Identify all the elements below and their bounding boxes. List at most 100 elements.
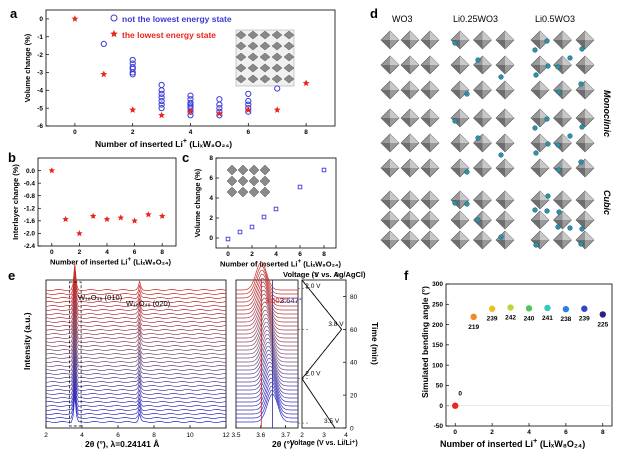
data-point-not-lowest [158, 105, 165, 112]
inset-octahedron [248, 175, 260, 187]
li-ion [532, 125, 538, 131]
li-ion [545, 63, 551, 69]
x-tick-label: 4 [527, 429, 531, 436]
inset-octahedron [235, 74, 247, 84]
octahedron-face [482, 231, 492, 240]
x-tick-label: 6 [298, 251, 302, 258]
xrd-zoom-pattern [236, 369, 298, 399]
data-label: 240 [524, 315, 535, 322]
octahedron-face [401, 65, 410, 74]
voltage-label: 2.0 V [305, 283, 321, 290]
li-ion [555, 142, 561, 148]
zoom-box [69, 281, 82, 427]
octahedron-face [401, 240, 410, 249]
li-ion [544, 116, 550, 122]
inset-octahedron [237, 164, 249, 176]
octahedron-face [390, 134, 399, 143]
x-tick-label: 3.5 [231, 432, 240, 439]
y-tick-label: -1.2 [24, 205, 36, 212]
xrd-pattern [45, 372, 227, 399]
x-tick-label: 0 [73, 129, 77, 136]
y-tick-label: 20 [350, 393, 358, 400]
panel-e-pos1: 3.602° [265, 296, 287, 305]
data-point-lowest [71, 15, 79, 22]
data-point-lowest [187, 108, 194, 115]
octahedron-face [421, 168, 430, 177]
octahedron-face [451, 65, 460, 74]
octahedron-face [562, 31, 572, 40]
octahedron-face [401, 143, 410, 152]
data-point [507, 304, 514, 311]
xrd-pattern [45, 348, 227, 375]
octahedron-face [410, 109, 419, 118]
y-tick-label: 200 [432, 322, 443, 329]
li-ion [532, 47, 538, 53]
li-ion [555, 224, 561, 230]
x-tick-label: 8 [160, 249, 164, 256]
voltage-curve [301, 279, 343, 429]
xrd-zoom-pattern [236, 273, 298, 303]
octahedron-face [505, 191, 514, 200]
octahedron-face [430, 81, 439, 90]
octahedron-face [562, 159, 572, 168]
xrd-zoom-pattern [236, 337, 298, 367]
panel-c-label: c [182, 150, 190, 165]
data-point [488, 305, 496, 312]
li-ion [579, 124, 585, 130]
y-tick-label: 300 [432, 281, 443, 288]
data-label: 241 [542, 315, 553, 322]
octahedron-face [473, 90, 483, 99]
xrd-pattern [45, 376, 227, 403]
data-point-not-lowest [100, 40, 107, 48]
panel-e-peak2: W₁₈O₄₉ (020) [126, 299, 171, 308]
y-tick-label: 60 [350, 327, 358, 334]
y-tick-label: -0.8 [24, 193, 36, 200]
panel-f-ylabel: Simulated bending angle (°) [420, 285, 430, 398]
xrd-zoom-pattern [236, 353, 298, 383]
li-ion [498, 74, 504, 80]
voltage-label: 3.8 V [328, 321, 344, 328]
inset-octahedron [235, 41, 247, 51]
octahedron-face [390, 191, 399, 200]
octahedron-face [410, 81, 419, 90]
panel-d-col-li025: Li0.25WO3 [453, 14, 499, 24]
data-point [62, 215, 69, 222]
li-ion [533, 242, 539, 248]
octahedron-face [451, 143, 460, 152]
y-tick-label: -5 [37, 105, 43, 112]
xrd-pattern [45, 319, 227, 347]
octahedron-face [460, 159, 469, 168]
xrd-pattern [45, 272, 226, 299]
li-ion [532, 207, 538, 213]
inset-octahedron [247, 52, 259, 62]
data-point-not-lowest [245, 90, 252, 97]
octahedron-face [496, 65, 505, 74]
y-tick-label: 50 [436, 383, 444, 390]
data-label: 0 [458, 391, 462, 398]
xrd-zoom-pattern [236, 365, 298, 395]
octahedron-face [430, 231, 439, 240]
li-ion [544, 38, 550, 44]
octahedron-face [562, 191, 572, 200]
panel-d-col-li05: Li0.5WO3 [535, 14, 576, 24]
data-point [581, 305, 588, 312]
octahedron-face [505, 159, 514, 168]
octahedron-face [460, 109, 469, 118]
li-ion [567, 55, 573, 61]
data-point [145, 211, 152, 218]
data-point-not-lowest [158, 97, 165, 105]
xrd-pattern [45, 300, 227, 327]
data-point [249, 224, 255, 230]
octahedron-face [540, 81, 549, 90]
y-tick-label: 0 [209, 235, 213, 242]
inset-octahedron [271, 63, 283, 73]
inset-octahedron [247, 74, 259, 84]
octahedron-face [585, 31, 594, 40]
xrd-zoom-pattern [236, 321, 298, 351]
li-ion [578, 81, 584, 87]
octahedron-face [531, 90, 540, 99]
panel-e-label: e [8, 268, 16, 283]
y-tick-label: -1.6 [24, 218, 36, 225]
